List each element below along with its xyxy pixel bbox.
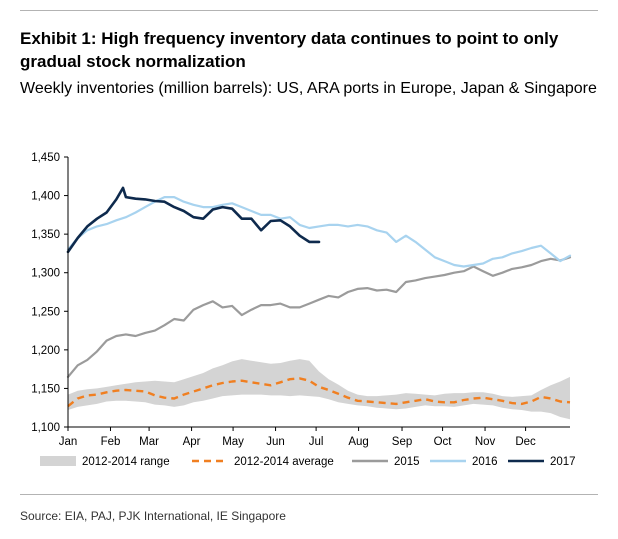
x-tick-label: Jan — [59, 436, 78, 448]
x-tick-label: Jul — [309, 436, 324, 448]
series-2016-line — [66, 196, 572, 268]
x-tick-label: Dec — [515, 436, 536, 448]
x-tick-label: Oct — [434, 436, 453, 448]
chart-subtitle: Weekly inventories (million barrels): US… — [20, 80, 597, 97]
y-tick-label: 1,200 — [31, 345, 60, 357]
y-tick-label: 1,350 — [31, 229, 60, 241]
top-rule — [20, 10, 598, 11]
legend-label-2016: 2016 — [472, 456, 498, 468]
source-note: Source: EIA, PAJ, PJK International, IE … — [20, 509, 286, 523]
y-tick-label: 1,150 — [31, 383, 60, 395]
x-tick-label: May — [222, 436, 244, 448]
legend-label-2015: 2015 — [394, 456, 420, 468]
y-tick-label: 1,300 — [31, 268, 60, 280]
series-2012-2014-range-band — [68, 359, 570, 420]
legend-swatch-2012-2014-range — [40, 456, 76, 466]
y-tick-label: 1,100 — [31, 422, 60, 434]
x-tick-label: Aug — [348, 436, 368, 448]
x-tick-label: Mar — [139, 436, 159, 448]
y-tick-label: 1,450 — [31, 152, 60, 164]
x-tick-label: Nov — [475, 436, 496, 448]
bottom-rule — [20, 494, 598, 495]
series-2015-line — [66, 256, 572, 378]
series-2017-line — [66, 186, 321, 254]
y-tick-label: 1,400 — [31, 191, 60, 203]
x-tick-label: Feb — [101, 436, 121, 448]
chart-title: Exhibit 1: High frequency inventory data… — [20, 29, 559, 71]
series-2012-2014-average-line — [67, 377, 571, 408]
x-tick-label: Sep — [392, 436, 412, 448]
legend-label-2012-2014-range: 2012-2014 range — [82, 456, 170, 468]
y-tick-label: 1,250 — [31, 306, 60, 318]
x-tick-label: Jun — [266, 436, 285, 448]
legend-label-2017: 2017 — [550, 456, 576, 468]
x-tick-label: Apr — [183, 436, 201, 448]
legend-label-2012-2014-average: 2012-2014 average — [234, 456, 334, 468]
chart-canvas: 1,100 1,150 1,200 1,250 1,300 1,350 1,400 1,450… — [31, 152, 576, 468]
